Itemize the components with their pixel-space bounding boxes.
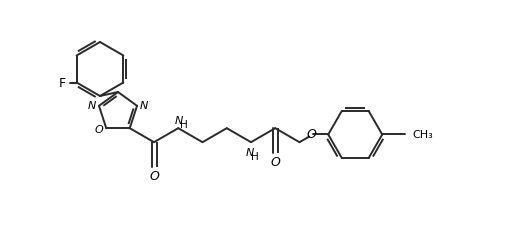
Text: N: N bbox=[175, 116, 184, 126]
Text: H: H bbox=[251, 152, 259, 161]
Text: CH₃: CH₃ bbox=[412, 130, 433, 140]
Text: O: O bbox=[95, 125, 104, 135]
Text: N: N bbox=[140, 100, 148, 110]
Text: O: O bbox=[149, 169, 159, 182]
Text: F: F bbox=[59, 77, 66, 90]
Text: O: O bbox=[270, 155, 280, 168]
Text: N: N bbox=[88, 100, 96, 110]
Text: O: O bbox=[307, 127, 317, 140]
Text: H: H bbox=[181, 120, 188, 130]
Text: N: N bbox=[246, 147, 254, 158]
